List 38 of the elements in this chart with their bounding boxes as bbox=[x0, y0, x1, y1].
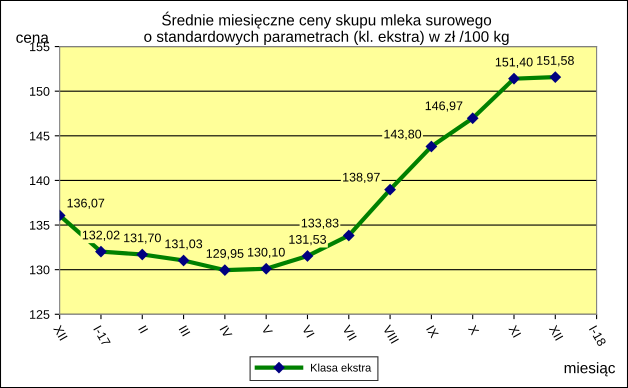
data-label: 131,70 bbox=[124, 233, 161, 244]
x-tick-label: I-18 bbox=[588, 325, 606, 347]
data-label: 131,03 bbox=[165, 239, 202, 250]
y-axis-title: cena bbox=[16, 34, 49, 43]
x-tick-label: X bbox=[468, 324, 480, 336]
x-tick-label: XII bbox=[53, 324, 68, 341]
y-tick-label: 140 bbox=[30, 176, 50, 186]
data-label: 138,97 bbox=[343, 172, 380, 184]
data-label: 129,95 bbox=[206, 249, 244, 260]
data-label: 151,40 bbox=[496, 58, 533, 68]
data-label: 130,10 bbox=[248, 248, 285, 258]
data-label: 131,53 bbox=[289, 234, 326, 246]
y-tick-label: 155 bbox=[30, 42, 50, 52]
y-tick-label: 145 bbox=[30, 132, 50, 140]
x-tick-label: IV bbox=[220, 325, 232, 339]
data-label: 146,97 bbox=[426, 101, 462, 112]
data-label: 132,02 bbox=[82, 230, 120, 241]
y-tick-label: 135 bbox=[30, 220, 50, 230]
x-tick-label: VII bbox=[342, 324, 357, 341]
x-tick-label: V bbox=[261, 324, 273, 336]
chart-title: Średnie miesięczne ceny skupu mleka surowego o standardowych parametrach (kl. ekstra) w zł /100 kg bbox=[144, 12, 509, 45]
data-label: 143,80 bbox=[384, 130, 422, 140]
x-tick-label: VIII bbox=[382, 324, 399, 344]
x-tick-label: IX bbox=[426, 325, 439, 339]
data-label: 133,83 bbox=[302, 218, 339, 229]
x-tick-label: XII bbox=[548, 324, 564, 341]
x-tick-label: I-17 bbox=[93, 325, 111, 347]
x-tick-label: VI bbox=[302, 324, 315, 338]
x-tick-label: XI bbox=[508, 324, 522, 338]
data-label: 151,58 bbox=[537, 56, 574, 66]
y-tick-label: 130 bbox=[30, 265, 50, 274]
y-tick-label: 125 bbox=[30, 310, 50, 319]
y-tick-label: 150 bbox=[30, 86, 50, 96]
x-tick-label: II bbox=[138, 325, 148, 334]
x-tick-label: III bbox=[178, 325, 190, 337]
data-label: 136,07 bbox=[68, 198, 104, 209]
x-axis-title: miesiąc bbox=[564, 362, 616, 376]
legend-label: Klasa ekstra bbox=[311, 363, 372, 372]
